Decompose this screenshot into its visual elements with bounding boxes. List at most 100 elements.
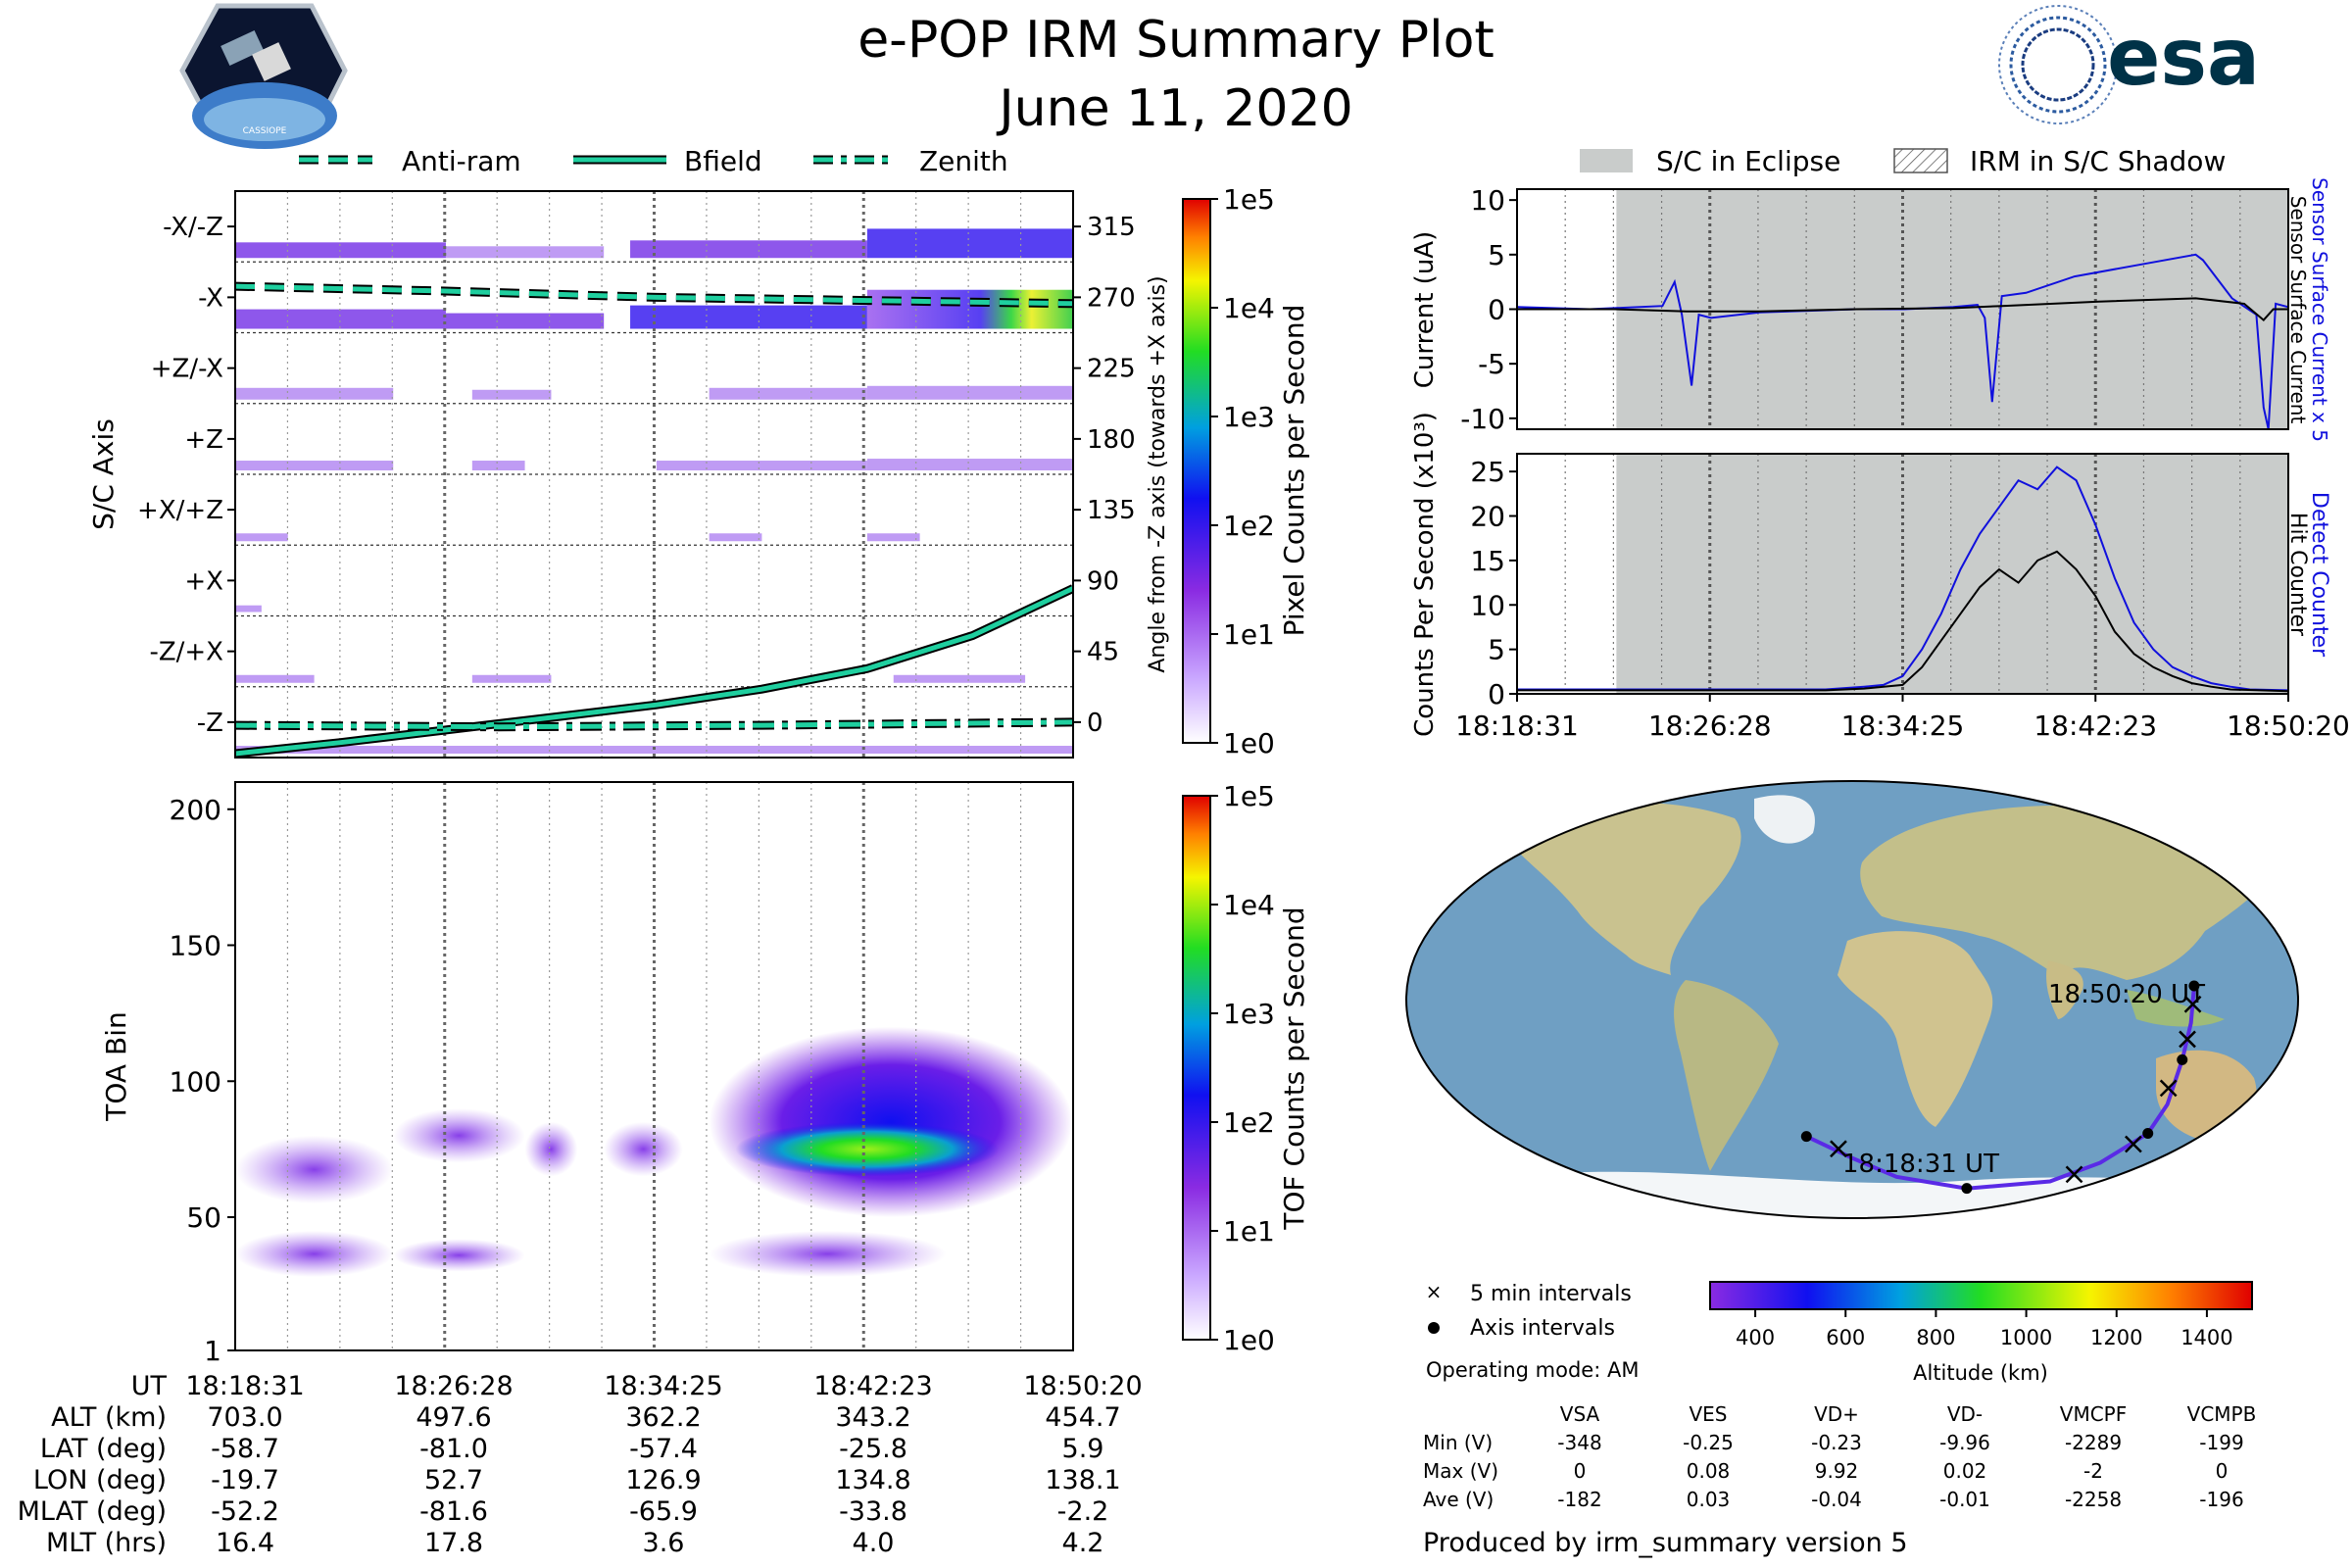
- voltage-cell: 9.92: [1815, 1459, 1859, 1483]
- blue-series-line: [1516, 253, 2289, 430]
- tof-colorbar-label: TOF Counts per Second: [1278, 906, 1310, 1230]
- sc-activity-band: [445, 313, 605, 329]
- sc-activity-band: [235, 309, 446, 329]
- colorbar-tick-label: 1e5: [1223, 780, 1275, 812]
- voltage-column-header: VCMPB: [2187, 1402, 2257, 1426]
- ephemeris-cell: 52.7: [424, 1465, 483, 1495]
- voltage-column-header: VD+: [1814, 1402, 1859, 1426]
- current-right-label-black: Sensor Surface Current: [2286, 196, 2310, 424]
- ephemeris-row-label: LAT (deg): [40, 1434, 167, 1464]
- spectrogram-legend: Anti-ram Bfield Zenith: [299, 145, 1008, 177]
- toa-count-region: [709, 1230, 947, 1278]
- africa: [1838, 931, 1993, 1127]
- ephemeris-cell: -81.6: [419, 1496, 488, 1527]
- orbit-end-label: 18:50:20 UT: [2048, 980, 2205, 1009]
- xtick-label: 18:50:20: [2227, 710, 2350, 742]
- cassiope-logo-text: CASSIOPE: [243, 126, 287, 136]
- altitude-tick-label: 1000: [2000, 1326, 2052, 1349]
- ephemeris-row-label: MLAT (deg): [18, 1496, 167, 1527]
- voltage-cell: 0.02: [1943, 1459, 1987, 1483]
- voltage-cell: -182: [1557, 1488, 1601, 1511]
- ephemeris-cell: 138.1: [1045, 1465, 1120, 1495]
- colorbar-tick-label: 1e0: [1223, 1324, 1275, 1356]
- five-min-marker: [2179, 1030, 2196, 1049]
- colorbar-tick-label: 1e2: [1223, 1106, 1275, 1139]
- angle-tick-label: 45: [1087, 638, 1119, 667]
- voltage-column-header: VD-: [1947, 1402, 1983, 1426]
- pixel-colorbar-label: Pixel Counts per Second: [1278, 305, 1310, 637]
- eclipse-legend-label: S/C in Eclipse: [1656, 145, 1840, 177]
- ytick-label: -10: [1460, 403, 1505, 435]
- india: [2046, 960, 2083, 1019]
- sc-axis-ylabel: S/C Axis: [87, 418, 120, 530]
- ephemeris-cell: -25.8: [839, 1434, 907, 1464]
- angle-tick-label: 225: [1087, 355, 1136, 384]
- altitude-colorbar: 400 600 800 1000 1200 1400 Altitude (km): [1709, 1281, 2253, 1385]
- axis-interval-marker: [2177, 1054, 2188, 1065]
- axis-interval-marker: [1961, 1183, 1973, 1195]
- toa-count-region: [235, 1230, 394, 1278]
- xtick-label: 18:26:28: [1648, 710, 1772, 742]
- voltage-cell: -0.01: [1939, 1488, 1990, 1511]
- five-min-marker-icon: ×: [1426, 1280, 1443, 1303]
- angle-tick-label: 270: [1087, 283, 1136, 313]
- altitude-tick-label: 400: [1736, 1326, 1775, 1349]
- ytick-label: 5: [1488, 634, 1505, 666]
- voltage-cell: 0: [1574, 1459, 1587, 1483]
- counts-panel: 0 5 10 15 20 25 18:18:31 18:26:28 18:34:25 18:42…: [1410, 412, 2350, 742]
- sc-activity-band: [709, 533, 762, 542]
- angle-tick-label: 180: [1087, 425, 1136, 455]
- orbit-track: [1805, 985, 2196, 1191]
- ephemeris-table: UT 18:18:31 18:26:28 18:34:25 18:42:23 18:50:…: [18, 1371, 1143, 1558]
- voltage-cell: -0.23: [1811, 1431, 1862, 1454]
- sc-activity-band: [235, 533, 288, 542]
- altitude-tick-label: 800: [1916, 1326, 1955, 1349]
- bfield-legend-label: Bfield: [684, 145, 762, 177]
- pixel-colorbar: 1e5 1e4 1e3 1e2 1e1 1e0 Pixel Counts per Seco…: [1182, 183, 1310, 760]
- blue-series-line: [1517, 466, 2289, 692]
- sc-activity-band: [630, 240, 867, 259]
- axis-legend-label: Axis intervals: [1470, 1316, 1615, 1341]
- five-min-legend-label: 5 min intervals: [1470, 1282, 1632, 1306]
- footer-credit: Produced by irm_summary version 5: [1423, 1528, 1908, 1558]
- ephemeris-cell: 17.8: [424, 1528, 483, 1558]
- toa-count-region: [235, 1135, 394, 1204]
- ephemeris-cell: 5.9: [1062, 1434, 1104, 1464]
- voltage-cell: -196: [2199, 1488, 2243, 1511]
- altitude-tick-label: 1200: [2090, 1326, 2142, 1349]
- voltage-table: VSA VES VD+ VD- VMCPF VCMPB Min (V) -348 -0.25 -0…: [1423, 1402, 2256, 1511]
- ephemeris-cell: 18:50:20: [1023, 1371, 1142, 1401]
- toa-count-region: [393, 1108, 525, 1163]
- ephemeris-cell: 454.7: [1045, 1402, 1120, 1433]
- ephemeris-cell: -52.2: [211, 1496, 279, 1527]
- southeast-asia: [2127, 990, 2225, 1027]
- voltage-cell: 0.08: [1687, 1459, 1731, 1483]
- sc-activity-band: [235, 674, 315, 683]
- voltage-cell: -199: [2199, 1431, 2243, 1454]
- ytick-label: -5: [1478, 348, 1505, 380]
- south-america: [1674, 980, 1779, 1171]
- anti-ram-legend-label: Anti-ram: [402, 145, 521, 177]
- angle-axis-label: Angle from -Z axis (towards +X axis): [1146, 275, 1170, 672]
- sc-activity-band: [866, 459, 1073, 470]
- eclipse-legend: S/C in Eclipse IRM in S/C Shadow: [1580, 145, 2226, 177]
- voltage-row-label: Ave (V): [1423, 1488, 1494, 1511]
- voltage-cell: -0.25: [1683, 1431, 1734, 1454]
- ephemeris-row-label: UT: [131, 1371, 168, 1401]
- esa-logo: esa: [1998, 5, 2260, 124]
- colorbar-tick-label: 1e2: [1223, 510, 1275, 542]
- ephemeris-cell: 3.6: [643, 1528, 685, 1558]
- sc-row-label: -Z: [197, 709, 223, 738]
- figure-date: June 11, 2020: [996, 79, 1352, 138]
- ephemeris-cell: -2.2: [1057, 1496, 1109, 1527]
- colorbar-tick-label: 1e4: [1223, 889, 1275, 921]
- ephemeris-cell: -65.9: [629, 1496, 698, 1527]
- axis-interval-marker: [2188, 980, 2200, 992]
- black-series-line: [1517, 550, 2289, 693]
- shadow-legend-swatch: [1893, 148, 1948, 173]
- ephemeris-cell: -58.7: [211, 1434, 279, 1464]
- voltage-row-label: Max (V): [1423, 1459, 1498, 1483]
- xtick-label: 18:42:23: [2034, 710, 2157, 742]
